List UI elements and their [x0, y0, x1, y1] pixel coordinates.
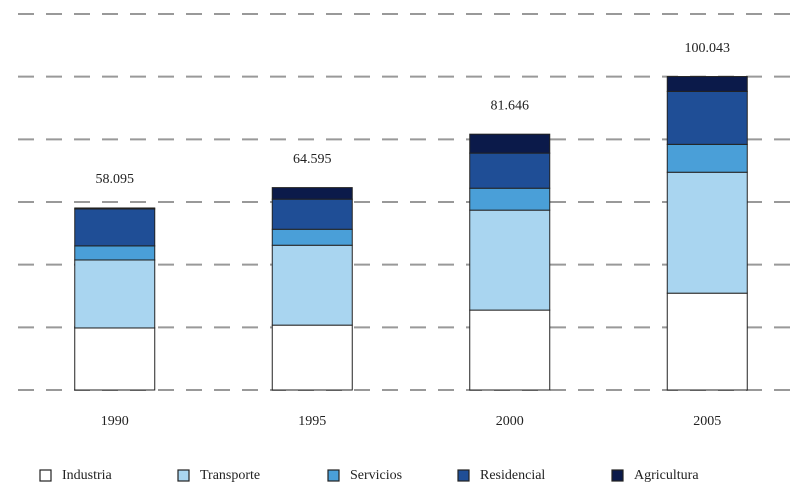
legend-swatch — [457, 469, 470, 482]
bar-segment — [271, 228, 353, 246]
legend-swatch — [39, 469, 52, 482]
legend-swatch — [177, 469, 190, 482]
bar-segment — [74, 207, 156, 210]
bar-segment — [271, 198, 353, 230]
legend-label: Agricultura — [634, 468, 699, 483]
total-label: 100.043 — [685, 41, 731, 56]
bar-segment — [74, 245, 156, 261]
bar-segment — [271, 187, 353, 200]
bar-segment — [469, 133, 551, 154]
x-tick-label: 2000 — [496, 414, 524, 429]
bar-segment — [469, 209, 551, 311]
x-tick-label: 1995 — [298, 414, 326, 429]
legend-label: Transporte — [200, 468, 260, 483]
total-label: 64.595 — [293, 152, 332, 167]
bar-segment — [666, 76, 748, 92]
legend-swatch — [327, 469, 340, 482]
total-label: 58.095 — [96, 172, 135, 187]
bar-segment — [469, 152, 551, 189]
legend-label: Residencial — [480, 468, 545, 483]
x-tick-label: 1990 — [101, 414, 129, 429]
bar-segment — [74, 259, 156, 329]
x-tick-label: 2005 — [693, 414, 721, 429]
bar-segment — [74, 327, 156, 391]
bar-segment — [469, 309, 551, 391]
total-label: 81.646 — [491, 98, 530, 113]
bar-segment — [469, 187, 551, 211]
bar-segment — [271, 244, 353, 326]
legend-swatch — [611, 469, 624, 482]
bar-segment — [666, 90, 748, 145]
bar-segment — [271, 324, 353, 391]
bar-segment — [666, 171, 748, 294]
bar-segment — [74, 208, 156, 247]
bar-segment — [666, 292, 748, 391]
legend-label: Servicios — [350, 468, 402, 483]
legend-label: Industria — [62, 468, 113, 483]
bar-segment — [666, 143, 748, 173]
